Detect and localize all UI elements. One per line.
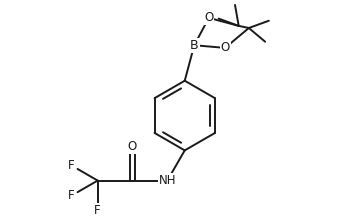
Text: NH: NH [159, 174, 176, 187]
Text: O: O [221, 41, 230, 54]
Text: F: F [68, 159, 75, 172]
Text: O: O [128, 140, 137, 153]
Text: B: B [190, 39, 199, 52]
Text: O: O [204, 11, 213, 24]
Text: F: F [68, 189, 75, 202]
Text: F: F [95, 204, 101, 217]
